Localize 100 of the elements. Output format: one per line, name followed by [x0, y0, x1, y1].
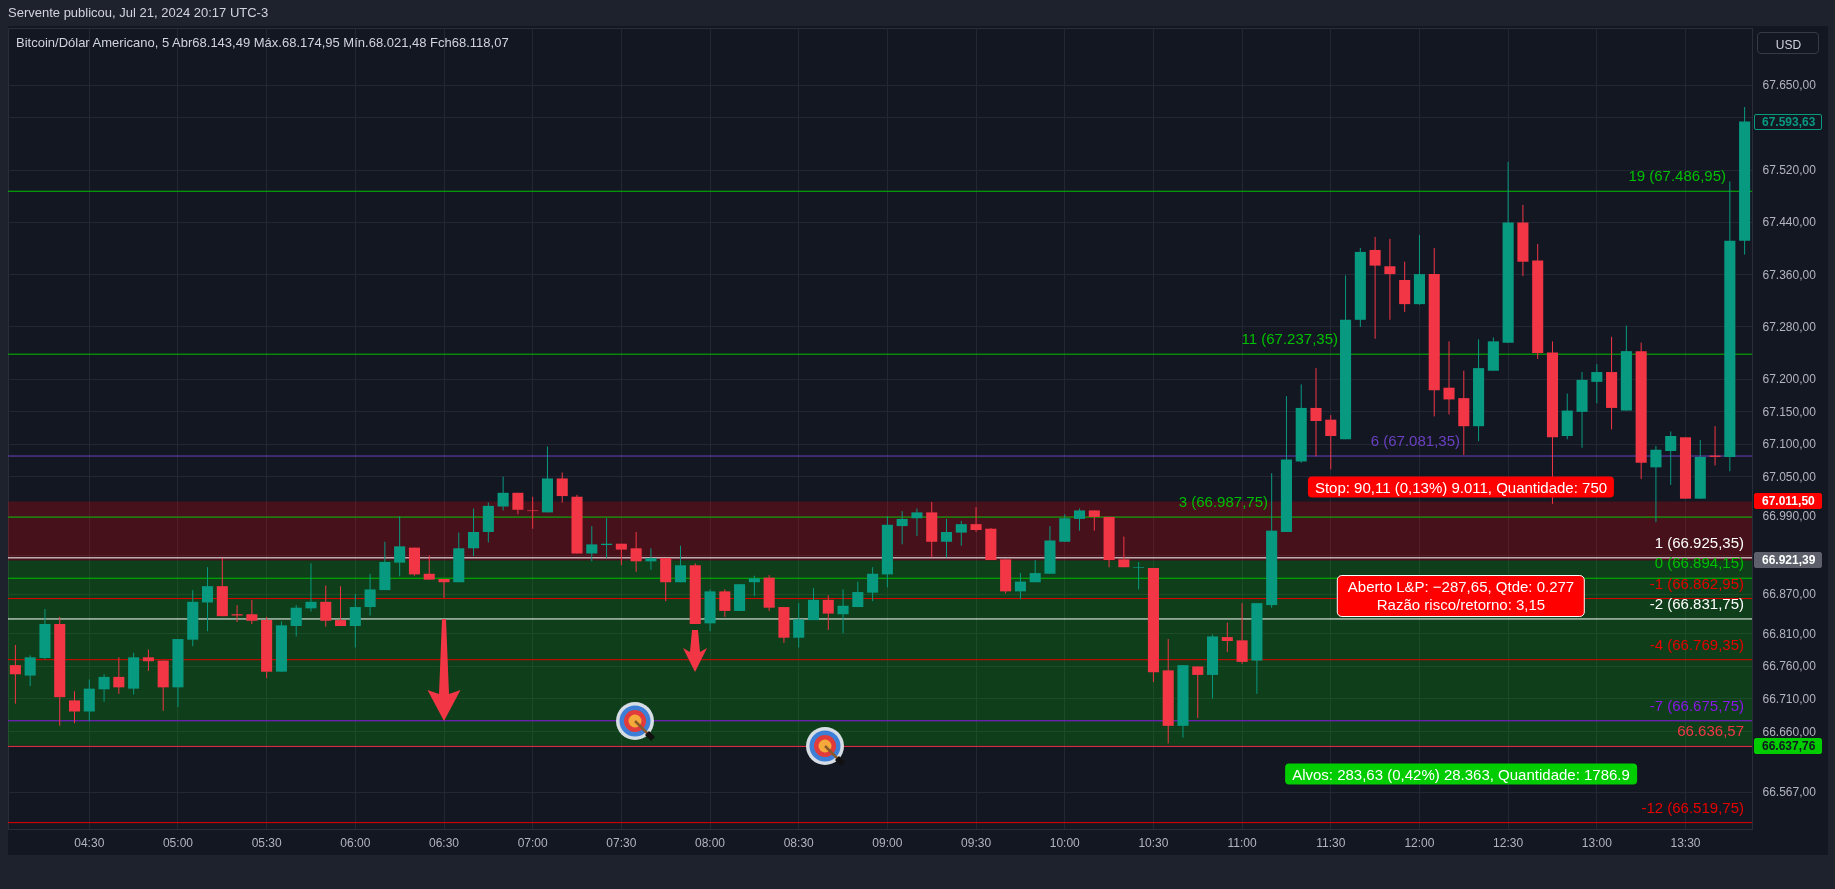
- ref-line-label: -2 (66.831,75): [1649, 594, 1744, 612]
- y-tick-label: 66.921,39: [1754, 552, 1822, 569]
- candlestick: [98, 673, 110, 703]
- candlestick: [852, 581, 864, 608]
- candlestick: [1118, 536, 1130, 568]
- candlestick: [113, 656, 125, 695]
- x-tick-label: 12:00: [1404, 835, 1435, 850]
- x-tick-label: 09:30: [961, 835, 992, 850]
- y-tick-label: 66.810,00: [1762, 626, 1817, 641]
- candlestick: [68, 690, 81, 724]
- y-tick-label: 67.520,00: [1762, 163, 1817, 178]
- candlestick: [1650, 445, 1662, 523]
- candlestick: [246, 599, 258, 625]
- x-tick-label: 05:00: [162, 835, 194, 850]
- band-label: Stop: 90,11 (0,13%) 9.011, Quantidade: 750: [1307, 476, 1615, 498]
- candlestick: [1088, 509, 1100, 532]
- candlestick: [320, 585, 332, 628]
- candlestick: [1443, 340, 1455, 415]
- candlestick: [1236, 602, 1248, 665]
- candlestick: [335, 585, 347, 627]
- y-tick-label: 67.100,00: [1762, 437, 1817, 452]
- candlestick: [630, 531, 642, 573]
- candlestick: [1384, 238, 1396, 321]
- ref-line-label: 6 (67.081,35): [1370, 432, 1460, 450]
- candlestick: [349, 593, 361, 649]
- x-tick-label: 04:30: [74, 835, 105, 850]
- y-tick-label: 67.650,00: [1762, 78, 1817, 93]
- candlestick: [305, 562, 317, 613]
- candlestick: [201, 566, 214, 632]
- y-tick-label: 67.360,00: [1762, 267, 1817, 282]
- candlestick: [364, 573, 376, 617]
- y-tick-label: 66.660,00: [1762, 724, 1817, 739]
- candlestick: [83, 679, 95, 722]
- x-tick-label: 08:00: [695, 835, 726, 850]
- candlestick: [1014, 572, 1026, 600]
- candlestick: [1059, 513, 1071, 543]
- x-tick-label: 06:30: [428, 835, 460, 850]
- candlestick: [807, 587, 820, 621]
- y-tick-label: 66.710,00: [1762, 691, 1817, 706]
- x-tick-label: 10:00: [1049, 835, 1081, 850]
- candlestick: [394, 515, 406, 577]
- candlestick: [142, 648, 154, 672]
- y-tick-label: 67.050,00: [1762, 469, 1817, 484]
- y-tick-label: 66.760,00: [1762, 659, 1817, 674]
- ref-line-label: 1 (66.925,35): [1654, 533, 1744, 551]
- candlestick: [748, 575, 760, 597]
- candlestick: [586, 525, 598, 562]
- y-tick-label: 66.637,76: [1754, 738, 1822, 755]
- candlestick: [1073, 507, 1086, 532]
- y-axis-title: USD: [1775, 37, 1802, 52]
- candlestick: [970, 506, 982, 533]
- candlestick: [837, 588, 849, 634]
- candlestick: [674, 545, 687, 583]
- band-label: Alvos: 283,63 (0,42%) 28.363, Quantidade: 1786.9: [1285, 763, 1637, 785]
- annotation: Aberto L&P: −287,65, Qtde: 0.277 Razão risco/retorno: 3,15: [1336, 575, 1586, 617]
- candlestick: [1310, 367, 1322, 457]
- candlestick: [290, 604, 302, 637]
- x-tick-label: 07:00: [517, 835, 549, 850]
- y-tick-label: 67.011,50: [1754, 492, 1822, 509]
- x-tick-label: 06:00: [340, 835, 371, 850]
- candlestick: [955, 520, 967, 547]
- candlestick: [1369, 236, 1381, 340]
- candlestick: [497, 475, 509, 511]
- ref-line-label: -7 (66.675,75): [1649, 696, 1744, 714]
- candlestick: [822, 594, 834, 631]
- y-tick-label: 67.593,63: [1754, 113, 1822, 130]
- ref-line-label: -1 (66.862,95): [1649, 574, 1744, 592]
- candlestick: [1665, 430, 1677, 486]
- candlestick: [1325, 414, 1337, 470]
- y-tick-label: 66.870,00: [1762, 587, 1817, 602]
- x-tick-label: 11:30: [1316, 835, 1346, 850]
- y-tick-label: 67.280,00: [1762, 319, 1817, 334]
- candlestick: [527, 496, 539, 530]
- candlestick: [911, 507, 923, 537]
- x-tick-label: 10:30: [1138, 835, 1169, 850]
- candlestick: [9, 644, 21, 705]
- x-tick-label: 11:00: [1227, 835, 1257, 850]
- ref-line-label: 3 (66.987,75): [1178, 493, 1268, 511]
- ref-line-label: 19 (67.486,95): [1628, 167, 1726, 185]
- candlestick: [793, 602, 805, 649]
- candlestick: [468, 507, 480, 557]
- ref-line-label: -4 (66.769,35): [1649, 635, 1744, 653]
- candlestick: [231, 604, 243, 623]
- candlestick: [867, 566, 879, 602]
- x-tick-label: 12:30: [1493, 835, 1524, 850]
- candlestick: [1192, 665, 1204, 719]
- y-tick-label: 67.150,00: [1762, 404, 1817, 419]
- candlestick: [645, 547, 657, 571]
- x-tick-label: 13:30: [1670, 835, 1701, 850]
- candlestick: [940, 518, 953, 558]
- candlestick: [719, 588, 731, 618]
- ref-line-label: 11 (67.237,35): [1241, 330, 1338, 348]
- x-tick-label: 07:30: [606, 835, 637, 850]
- y-tick-label: 66.990,00: [1762, 509, 1817, 524]
- y-tick-label: 67.440,00: [1762, 215, 1817, 230]
- candlestick: [556, 472, 568, 504]
- ref-line-label: 66.636,57: [1677, 722, 1744, 740]
- candlestick: [1133, 561, 1145, 590]
- candlestick: [423, 554, 435, 581]
- text: Bitcoin/Dólar Americano, 5 Abr68.143,49 Máx.68.174,95 Mín.68.021,48 Fch68.118,07: [16, 35, 509, 50]
